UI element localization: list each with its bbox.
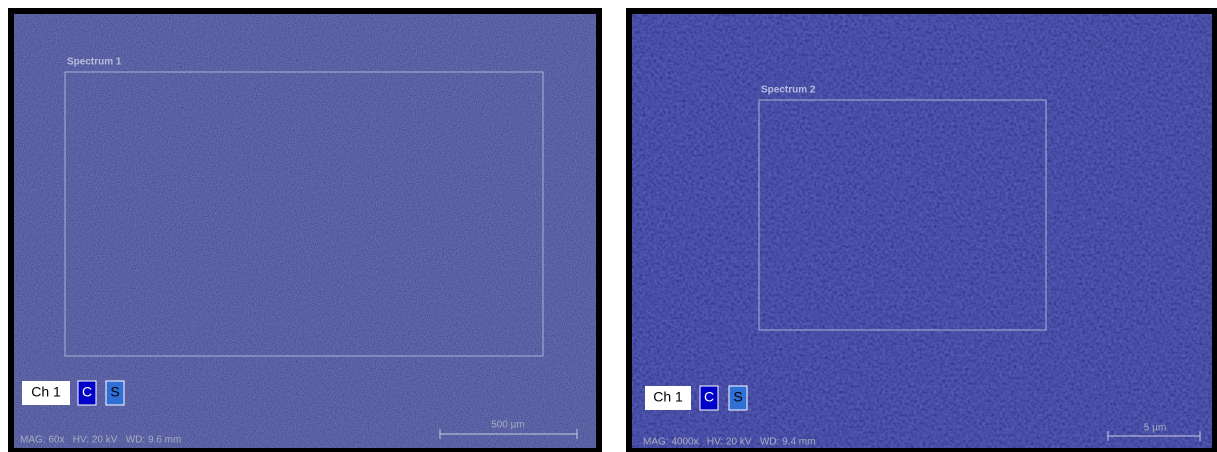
spectrum-label: Spectrum 1	[67, 57, 122, 68]
channel-label: S	[110, 384, 119, 400]
channel-chip	[699, 385, 719, 411]
micrograph-texture	[632, 14, 1212, 448]
micrograph-panel: Spectrum 1 Ch 1 C S MAG: 60x HV: 20 kV W…	[8, 8, 602, 452]
channel-label: S	[733, 389, 742, 405]
channel-chip	[105, 380, 125, 406]
spectrum-label: Spectrum 2	[761, 85, 816, 96]
channel-chip	[645, 386, 691, 410]
acquisition-info: MAG: 60x HV: 20 kV WD: 9.6 mm	[20, 435, 181, 446]
spectrum-region	[64, 71, 544, 357]
channel-chip	[77, 380, 97, 406]
acquisition-info: MAG: 4000x HV: 20 kV WD: 9.4 mm	[643, 437, 815, 448]
micrograph-texture	[14, 14, 596, 448]
scale-label: 5 µm	[1144, 423, 1166, 434]
channel-chip	[22, 381, 70, 405]
channel-label: Ch 1	[653, 389, 683, 405]
spectrum-region	[758, 99, 1047, 331]
channel-label: C	[82, 384, 92, 400]
channel-label: Ch 1	[31, 384, 61, 400]
channel-label: C	[704, 389, 714, 405]
channel-chip	[728, 385, 748, 411]
scale-label: 500 µm	[491, 420, 525, 431]
micrograph-panel: Spectrum 2 Ch 1 C S MAG: 4000x HV: 20 kV…	[626, 8, 1217, 452]
